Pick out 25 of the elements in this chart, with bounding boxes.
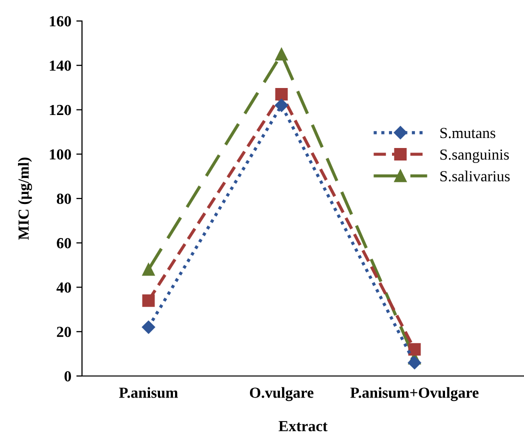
y-tick-label: 80 [56,194,71,204]
x-tick-label: P.anisum [119,387,178,398]
point [142,263,155,276]
y-tick-label: 100 [50,149,71,160]
y-tick-label: 140 [50,60,71,71]
point [275,88,288,100]
x-axis-title: Extract [278,421,328,432]
x-tick-label: O.vulgare [250,387,314,402]
point [408,356,422,370]
point [274,98,288,112]
y-tick-label: 60 [56,238,71,248]
point [142,320,156,334]
y-tick-label: 20 [56,326,71,338]
y-tick-label: 0 [64,371,71,382]
x-tick-label: P.anisum+Ovulgare [350,387,479,402]
point [408,343,421,356]
point [275,48,288,61]
y-tick-label: 160 [50,16,71,26]
legend-label: S.sanguinis [440,149,509,163]
point [142,294,155,307]
y-tick-label: 120 [50,104,71,116]
legend-label: S.salivarius [440,170,510,182]
y-axis-title: MIC (µg/ml) [18,158,32,240]
legend-label: S.mutans [440,128,496,138]
y-tick-label: 40 [56,282,71,293]
